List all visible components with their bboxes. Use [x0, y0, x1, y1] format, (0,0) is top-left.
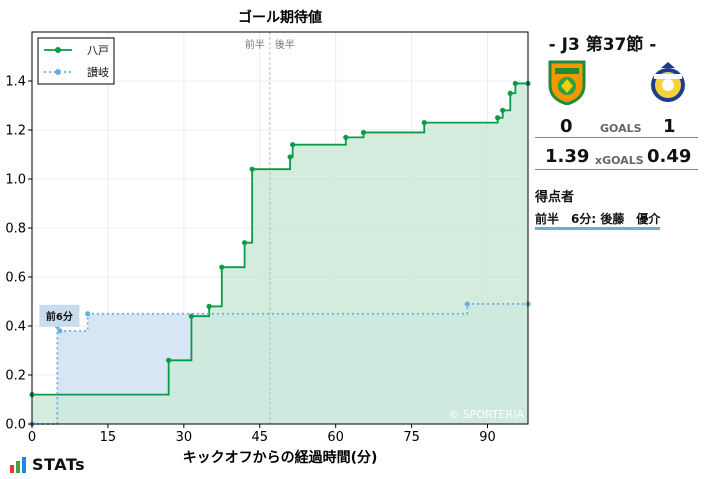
- away-team-crest-icon: [651, 62, 685, 102]
- x-axis-label: キックオフからの経過時間(分): [183, 449, 378, 466]
- x-tick-label: 30: [176, 430, 193, 445]
- x-tick-label: 60: [327, 430, 344, 445]
- halftime-label-second: 後半: [275, 38, 295, 51]
- goal-marker-label: 前6分: [46, 310, 73, 323]
- goal-marker-box: [39, 304, 80, 327]
- data-point-0: [343, 134, 349, 140]
- halftime-label-first: 前半: [245, 38, 265, 51]
- legend-box: [37, 37, 115, 85]
- watermark: © SPORTERIA: [448, 408, 524, 421]
- data-point-0: [507, 90, 513, 96]
- scorers-heading: 得点者: [535, 190, 575, 205]
- data-point-0: [188, 313, 195, 319]
- y-tick-label: 0.2: [5, 369, 26, 384]
- data-point-0: [495, 115, 501, 121]
- chart-title: ゴール期待値: [238, 9, 322, 26]
- legend-label: 八戸: [87, 44, 109, 57]
- series-line-1: [32, 303, 528, 425]
- y-tick-label: 0.8: [5, 222, 26, 237]
- x-tick-label: 45: [251, 430, 268, 445]
- data-point-0: [287, 154, 293, 160]
- data-point-0: [500, 107, 506, 113]
- goals-row: 0 GOALS 1: [535, 110, 698, 138]
- stats-logo-icon: [10, 457, 26, 473]
- home-team-crest-icon: [548, 60, 586, 105]
- data-point-1: [85, 311, 91, 317]
- xgoals-label: xGOALS: [595, 154, 644, 167]
- data-point-0: [249, 166, 255, 172]
- data-point-1: [464, 301, 470, 307]
- stats-brand: STATs: [32, 455, 86, 474]
- home-goals: 0: [560, 116, 573, 137]
- y-tick-label: 0.6: [5, 271, 26, 286]
- away-xg: 0.49: [647, 146, 692, 167]
- data-point-0: [206, 303, 212, 309]
- xgoals-row: 1.39 xGOALS 0.49: [535, 142, 698, 170]
- x-tick-label: 90: [479, 430, 496, 445]
- legend-label: 讃岐: [87, 66, 109, 79]
- data-point-0: [421, 120, 427, 126]
- data-point-0: [219, 264, 225, 270]
- y-tick-label: 1.0: [5, 173, 26, 188]
- data-point-0: [241, 240, 248, 246]
- x-tick-label: 75: [403, 430, 420, 445]
- data-point-1: [57, 328, 63, 334]
- legend-marker: [55, 69, 61, 75]
- y-tick-label: 1.2: [5, 124, 26, 139]
- scorer-entry: 前半 6分: 後藤 優介: [535, 210, 661, 230]
- match-round-title: - J3 第37節 -: [548, 35, 657, 55]
- x-tick-label: 15: [100, 430, 117, 445]
- goals-label: GOALS: [600, 122, 642, 135]
- y-tick-label: 0.0: [5, 418, 26, 433]
- y-tick-label: 1.4: [5, 75, 26, 90]
- data-point-0: [166, 357, 172, 363]
- data-point-0: [512, 80, 518, 87]
- away-goals: 1: [663, 116, 676, 137]
- legend-marker: [55, 47, 61, 53]
- series-area-0: [32, 83, 528, 424]
- y-tick-label: 0.4: [5, 320, 26, 335]
- home-xg: 1.39: [545, 146, 590, 167]
- x-tick-label: 0: [28, 430, 36, 445]
- data-point-0: [360, 129, 367, 136]
- data-point-0: [290, 142, 296, 148]
